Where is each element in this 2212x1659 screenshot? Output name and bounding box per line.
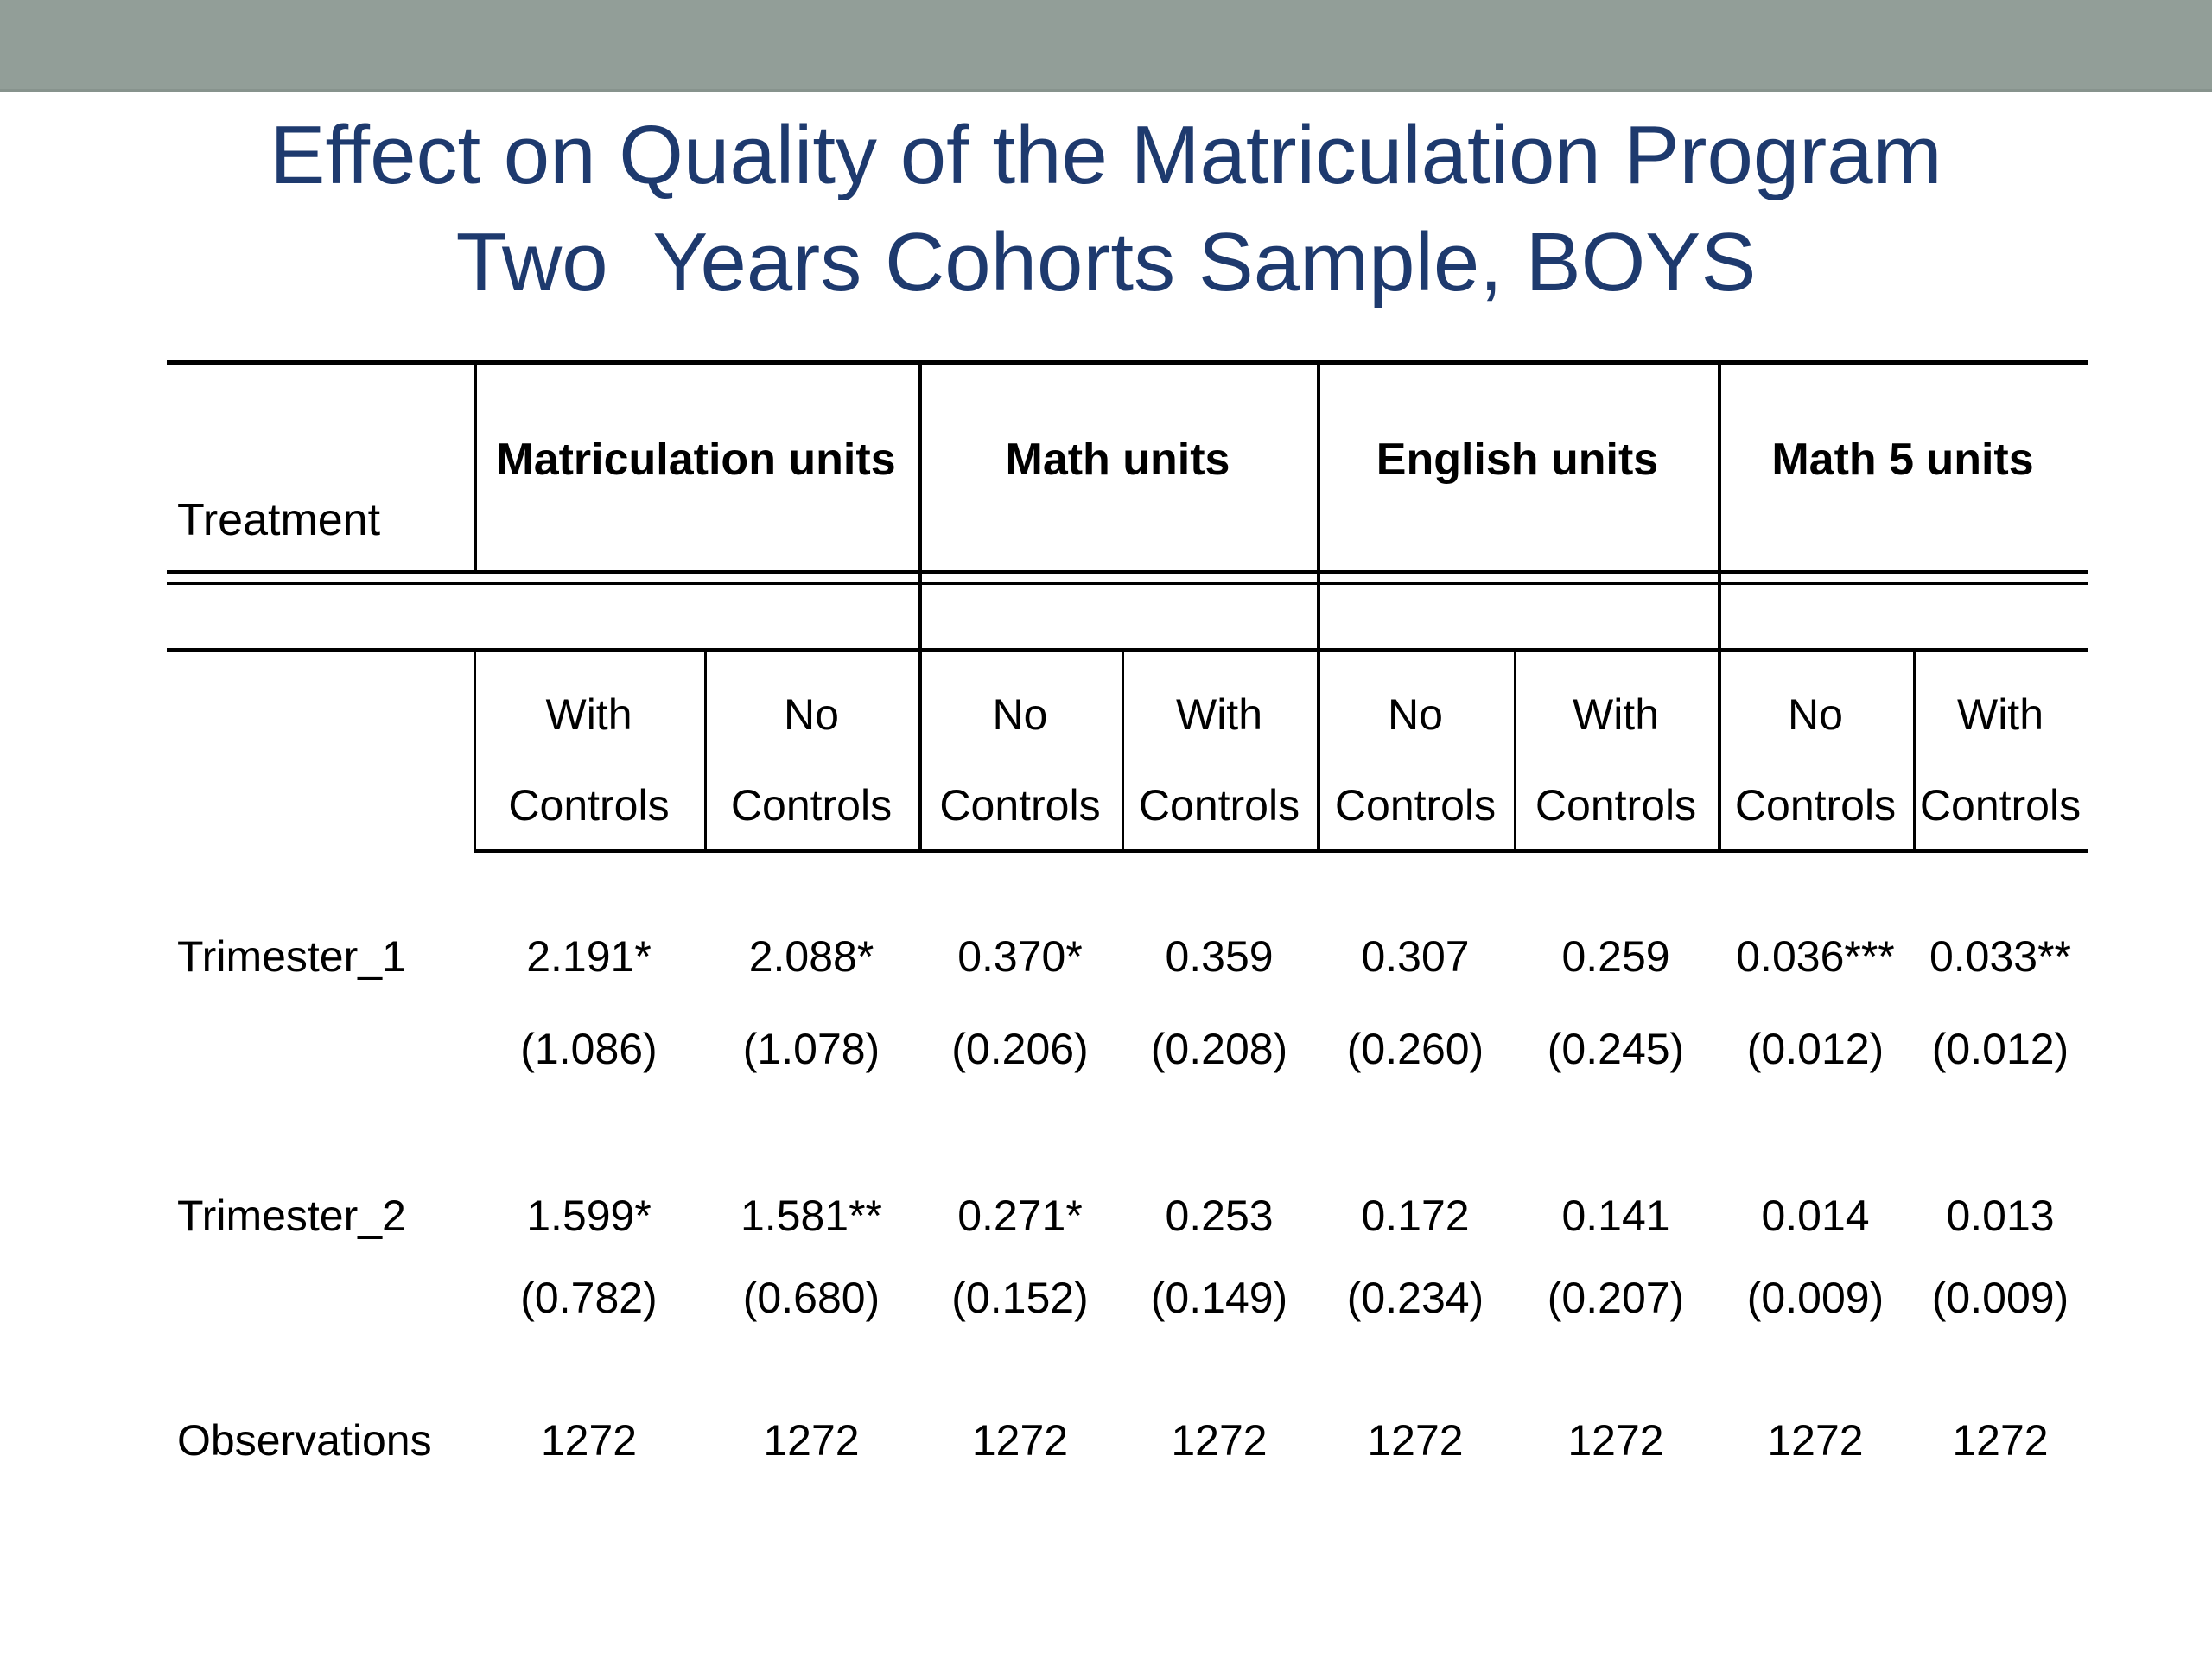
col-divider <box>474 360 477 574</box>
header-double-rule-a <box>167 570 2088 574</box>
col-divider <box>704 650 707 851</box>
row-label: Trimester_1 <box>177 932 406 981</box>
estimate-cell: 2.191* <box>526 932 652 981</box>
row-label: Observations <box>177 1416 432 1465</box>
stderr-cell: (0.012) <box>1746 1025 1885 1073</box>
col-divider <box>1718 360 1721 574</box>
slide-title: Effect on Quality of the Matriculation P… <box>0 102 2212 316</box>
col-divider <box>918 360 922 574</box>
stderr-cell: (0.260) <box>1346 1025 1484 1073</box>
results-table: Treatment Matriculation units Math units… <box>167 360 2088 1535</box>
stderr-cell: (0.680) <box>742 1274 880 1322</box>
stderr-cell: (0.234) <box>1346 1274 1484 1322</box>
table-top-rule <box>167 360 2088 365</box>
col-divider <box>1317 574 1320 650</box>
stderr-cell: (0.152) <box>951 1274 1089 1322</box>
stderr-cell: (0.206) <box>951 1025 1089 1073</box>
estimate-cell: 0.271* <box>957 1192 1083 1240</box>
estimate-cell: 2.088* <box>748 932 874 981</box>
subheader: No <box>784 690 839 739</box>
subheader-top-rule <box>167 648 2088 652</box>
column-group-math-units: Math units <box>1005 435 1230 485</box>
subheader: No <box>1788 690 1843 739</box>
column-group-english-units: English units <box>1376 435 1659 485</box>
observations-cell: 1272 <box>540 1416 638 1465</box>
stderr-cell: (0.782) <box>520 1274 658 1322</box>
title-line-1: Effect on Quality of the Matriculation P… <box>270 109 1942 201</box>
observations-cell: 1272 <box>1367 1416 1464 1465</box>
estimate-cell: 0.259 <box>1561 932 1670 981</box>
subheader: With <box>1573 690 1659 739</box>
col-divider <box>1718 650 1721 851</box>
estimate-cell: 0.141 <box>1561 1192 1670 1240</box>
subheader: Controls <box>1535 781 1697 830</box>
estimate-cell: 1.581** <box>740 1192 883 1240</box>
observations-cell: 1272 <box>763 1416 860 1465</box>
observations-cell: 1272 <box>971 1416 1069 1465</box>
row-header-title: Treatment <box>177 495 381 545</box>
top-accent-band <box>0 0 2212 92</box>
observations-cell: 1272 <box>1952 1416 2049 1465</box>
estimate-cell: 0.033** <box>1929 932 2072 981</box>
col-divider <box>918 650 922 851</box>
subheader: With <box>1176 690 1262 739</box>
stderr-cell: (0.208) <box>1150 1025 1288 1073</box>
subheader: Controls <box>1334 781 1497 830</box>
subheader: Controls <box>730 781 893 830</box>
subheader: With <box>1957 690 2044 739</box>
stderr-cell: (0.245) <box>1547 1025 1685 1073</box>
subheader-bottom-rule <box>474 849 2088 853</box>
column-group-math5-units: Math 5 units <box>1771 435 2034 485</box>
stderr-cell: (0.149) <box>1150 1274 1288 1322</box>
stderr-cell: (0.207) <box>1547 1274 1685 1322</box>
subheader: Controls <box>508 781 670 830</box>
estimate-cell: 0.172 <box>1361 1192 1470 1240</box>
subheader: Controls <box>1734 781 1897 830</box>
estimate-cell: 0.013 <box>1946 1192 2055 1240</box>
stderr-cell: (1.086) <box>520 1025 658 1073</box>
observations-cell: 1272 <box>1171 1416 1268 1465</box>
col-divider <box>1514 650 1516 851</box>
subheader: No <box>992 690 1048 739</box>
stderr-cell: (0.009) <box>1746 1274 1885 1322</box>
subheader: With <box>545 690 632 739</box>
estimate-cell: 0.253 <box>1165 1192 1274 1240</box>
estimate-cell: 0.359 <box>1165 932 1274 981</box>
stderr-cell: (0.012) <box>1931 1025 2069 1073</box>
stderr-cell: (1.078) <box>742 1025 880 1073</box>
estimate-cell: 0.036*** <box>1736 932 1895 981</box>
subheader: Controls <box>1138 781 1300 830</box>
observations-cell: 1272 <box>1567 1416 1664 1465</box>
title-line-2: Two Years Cohorts Sample, BOYS <box>455 216 1757 308</box>
stderr-cell: (0.009) <box>1931 1274 2069 1322</box>
header-double-rule-b <box>167 582 2088 585</box>
estimate-cell: 0.014 <box>1761 1192 1870 1240</box>
col-divider <box>1317 360 1320 574</box>
col-divider <box>918 574 922 650</box>
subheader: No <box>1388 690 1443 739</box>
estimate-cell: 1.599* <box>526 1192 652 1240</box>
column-group-matriculation-units: Matriculation units <box>496 435 896 485</box>
col-divider <box>1718 574 1721 650</box>
estimate-cell: 0.370* <box>957 932 1083 981</box>
observations-cell: 1272 <box>1767 1416 1864 1465</box>
row-label: Trimester_2 <box>177 1192 406 1240</box>
col-divider <box>1317 650 1320 851</box>
col-divider <box>474 650 476 851</box>
estimate-cell: 0.307 <box>1361 932 1470 981</box>
col-divider <box>1122 650 1124 851</box>
subheader: Controls <box>939 781 1101 830</box>
subheader: Controls <box>1919 781 2082 830</box>
col-divider <box>1913 650 1916 851</box>
